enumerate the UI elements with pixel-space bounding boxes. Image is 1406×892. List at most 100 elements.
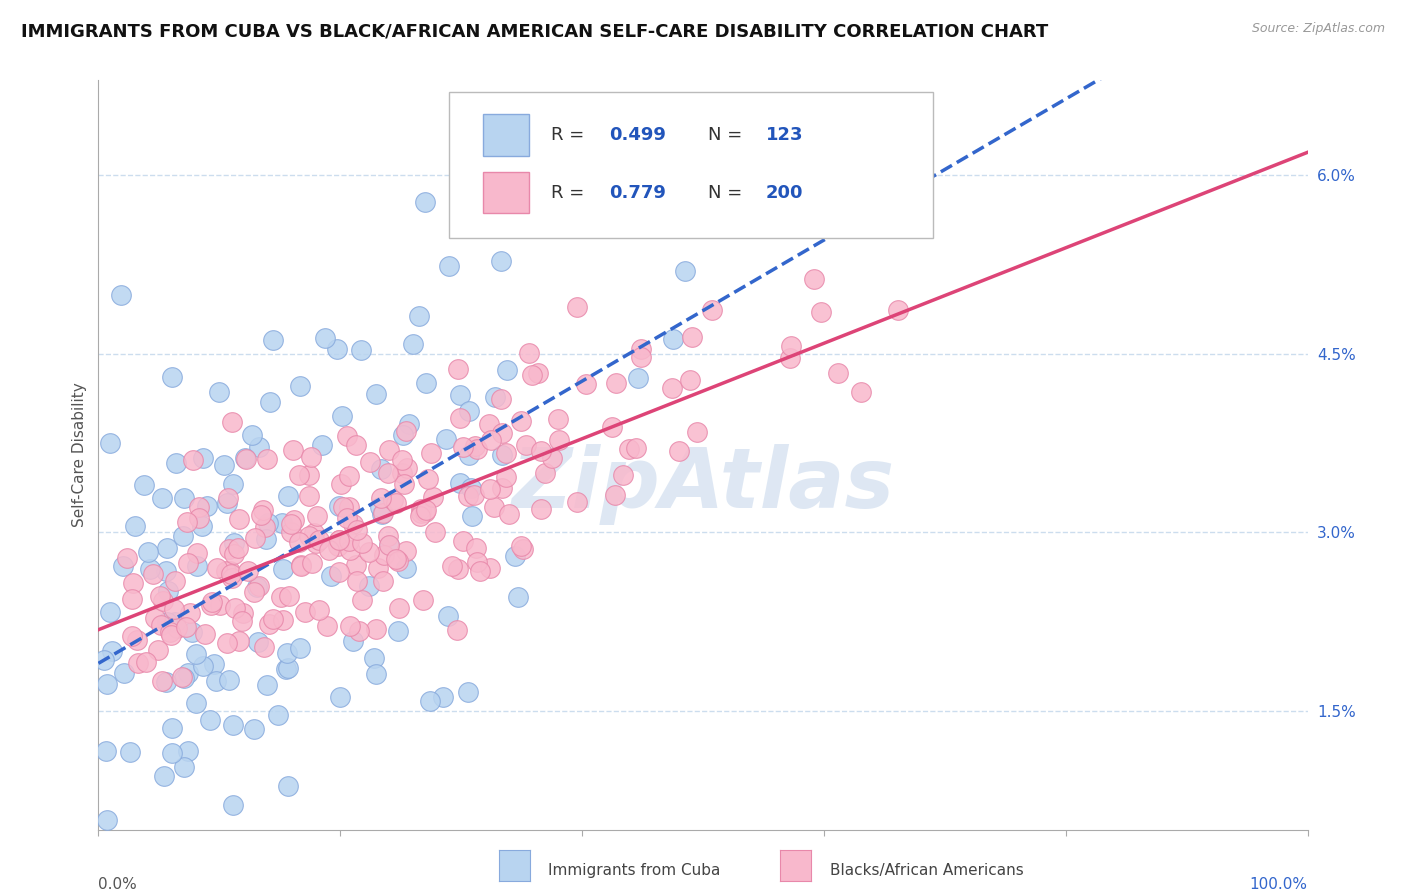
Point bbox=[160, 370, 183, 384]
Point bbox=[232, 606, 254, 620]
Point bbox=[149, 618, 172, 632]
Point bbox=[149, 589, 172, 603]
Point bbox=[165, 456, 187, 470]
Point bbox=[298, 489, 321, 503]
Point bbox=[224, 601, 246, 615]
Text: IMMIGRANTS FROM CUBA VS BLACK/AFRICAN AMERICAN SELF-CARE DISABILITY CORRELATION : IMMIGRANTS FROM CUBA VS BLACK/AFRICAN AM… bbox=[21, 22, 1049, 40]
Point bbox=[465, 442, 488, 456]
Point bbox=[217, 491, 239, 505]
Point bbox=[271, 613, 294, 627]
Point bbox=[416, 472, 439, 486]
Point bbox=[132, 477, 155, 491]
Point bbox=[256, 677, 278, 691]
Point bbox=[339, 500, 361, 515]
Point bbox=[605, 487, 627, 501]
Point bbox=[827, 366, 849, 380]
Point bbox=[491, 426, 513, 441]
Point bbox=[150, 491, 173, 505]
Point bbox=[368, 500, 391, 514]
Point bbox=[479, 433, 502, 447]
Point bbox=[349, 343, 371, 357]
Point bbox=[370, 462, 392, 476]
Point bbox=[166, 621, 188, 635]
Point bbox=[298, 529, 321, 543]
Point bbox=[121, 592, 143, 607]
Point bbox=[96, 814, 118, 828]
Point bbox=[478, 417, 501, 431]
Point bbox=[489, 392, 512, 407]
Point bbox=[423, 524, 446, 539]
Point bbox=[188, 510, 211, 524]
Point bbox=[143, 611, 166, 625]
Point bbox=[262, 612, 284, 626]
Point bbox=[465, 555, 488, 569]
Point bbox=[186, 648, 208, 662]
Point bbox=[191, 450, 214, 465]
Point bbox=[395, 424, 418, 438]
Point bbox=[419, 446, 441, 460]
Point bbox=[575, 377, 598, 392]
Point bbox=[205, 560, 228, 574]
Point bbox=[271, 562, 294, 576]
Point bbox=[135, 655, 157, 669]
Point bbox=[267, 707, 290, 722]
Point bbox=[112, 665, 135, 680]
Point bbox=[498, 507, 520, 521]
Point bbox=[402, 336, 425, 351]
Point bbox=[150, 673, 173, 688]
Point bbox=[221, 571, 243, 585]
Point bbox=[274, 662, 297, 676]
Point bbox=[344, 438, 367, 452]
Point bbox=[181, 453, 204, 467]
Point bbox=[280, 517, 302, 532]
Point bbox=[329, 690, 352, 704]
Point bbox=[148, 643, 170, 657]
Point bbox=[510, 414, 533, 428]
Point bbox=[100, 435, 122, 450]
Point bbox=[506, 590, 529, 604]
Point bbox=[202, 657, 225, 672]
Point bbox=[170, 670, 193, 684]
Point bbox=[314, 331, 336, 345]
Point bbox=[209, 598, 232, 612]
Point bbox=[221, 415, 243, 429]
FancyBboxPatch shape bbox=[482, 172, 529, 213]
Point bbox=[392, 428, 415, 442]
Point bbox=[679, 373, 702, 387]
Point bbox=[208, 385, 231, 400]
Point bbox=[243, 585, 266, 599]
Point bbox=[337, 468, 360, 483]
Point bbox=[305, 508, 328, 523]
Point bbox=[215, 636, 238, 650]
Point bbox=[370, 507, 392, 521]
Point bbox=[408, 310, 430, 324]
Point bbox=[378, 537, 401, 551]
Point bbox=[565, 301, 588, 315]
Point bbox=[447, 561, 470, 575]
Point bbox=[495, 446, 517, 460]
Point bbox=[226, 541, 249, 556]
Point bbox=[96, 677, 118, 691]
Point bbox=[93, 653, 115, 667]
Point bbox=[398, 417, 420, 432]
Point bbox=[298, 468, 321, 483]
Point bbox=[231, 614, 253, 628]
Point bbox=[191, 518, 214, 533]
Point bbox=[328, 499, 350, 513]
Point bbox=[517, 345, 540, 359]
Point bbox=[352, 536, 374, 550]
Point bbox=[387, 624, 409, 638]
Point bbox=[152, 768, 174, 782]
Point bbox=[122, 575, 145, 590]
Point bbox=[339, 619, 361, 633]
Point bbox=[290, 558, 312, 572]
Point bbox=[177, 556, 200, 570]
Point bbox=[299, 450, 322, 464]
Point bbox=[378, 443, 401, 458]
Point bbox=[329, 477, 352, 491]
Point bbox=[541, 450, 564, 465]
Point bbox=[344, 558, 367, 572]
Point bbox=[127, 656, 149, 670]
Point bbox=[193, 659, 215, 673]
Point bbox=[228, 634, 250, 648]
